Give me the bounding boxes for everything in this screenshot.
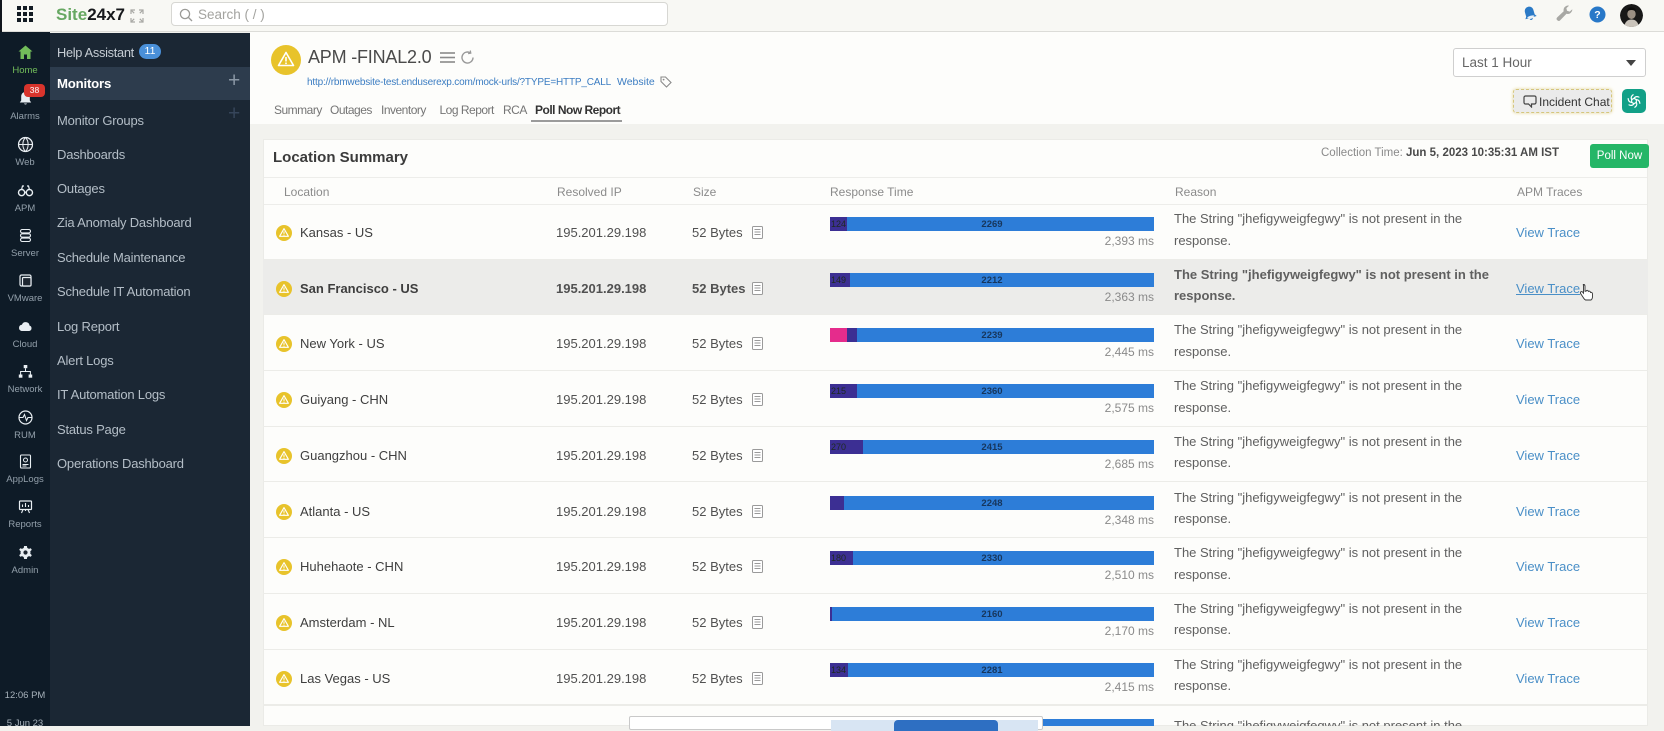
svg-text:?: ? — [1594, 9, 1600, 21]
